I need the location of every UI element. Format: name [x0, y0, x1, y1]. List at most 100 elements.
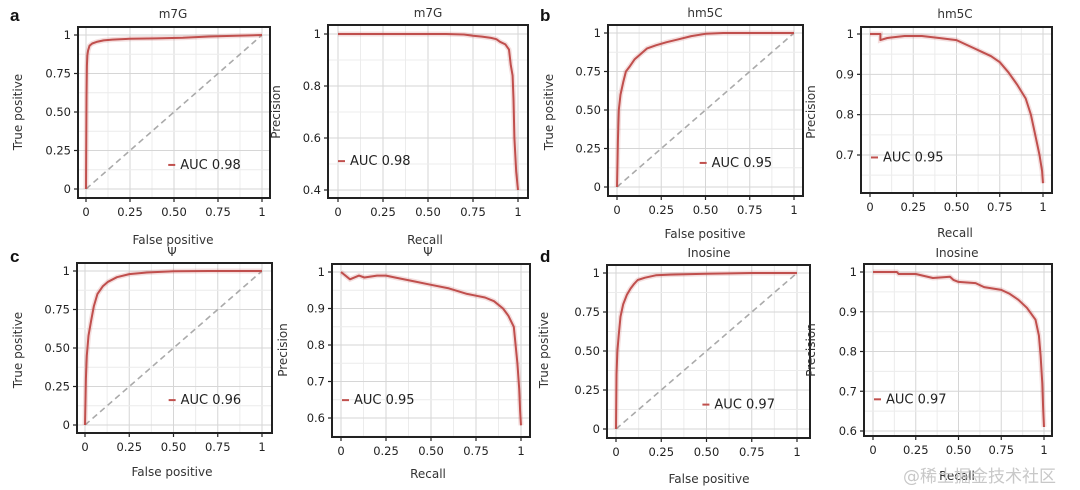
y-axis-label: True positive — [542, 74, 556, 151]
x-axis-label: Recall — [937, 226, 973, 240]
panel-b-roc: 0 0.25 0.50 0.75 1 0 0.25 0.50 0.75 1 hm5C b False p… — [540, 6, 804, 241]
random-baseline-line — [84, 270, 263, 426]
x-tick-label: 0.75 — [988, 443, 1014, 457]
curve-band — [83, 32, 263, 190]
y-tick-label: 0.50 — [574, 344, 600, 358]
legend: AUC 0.95 — [342, 393, 415, 408]
x-tick-label: 0.25 — [373, 444, 399, 458]
panels: 0 0.25 0.50 0.75 1 0 0.25 0.50 0.75 1 m7G a False po… — [10, 6, 1053, 486]
x-tick-label: 0.25 — [903, 443, 929, 457]
y-tick-label: 0.7 — [307, 375, 325, 389]
random-baseline-line — [85, 34, 263, 190]
y-tick-label: 0.7 — [836, 148, 854, 162]
y-axis-label: Precision — [804, 85, 818, 139]
legend: AUC 0.95 — [699, 156, 773, 171]
y-tick-label: 0.75 — [575, 65, 601, 79]
y-tick-label: 1 — [64, 28, 71, 42]
y-tick-label: 0.25 — [575, 142, 601, 156]
curve-line — [85, 34, 263, 190]
x-tick-label: 0.50 — [694, 445, 720, 459]
x-axis-label: False positive — [132, 233, 213, 247]
y-axis-label: Precision — [276, 323, 290, 377]
x-tick-label: 0.25 — [900, 200, 926, 214]
y-tick-label: 0.8 — [836, 108, 854, 122]
y-tick-label: 0.50 — [575, 103, 601, 117]
x-tick-label: 0 — [866, 200, 873, 214]
x-tick-label: 0.75 — [205, 440, 231, 454]
grid — [78, 27, 270, 198]
panel-title: Inosine — [687, 246, 730, 260]
panel-title: hm5C — [937, 7, 972, 21]
x-tick-label: 1 — [258, 440, 265, 454]
curve-line — [338, 33, 519, 191]
panel-c-roc: 0 0.25 0.50 0.75 1 0 0.25 0.50 0.75 1 Ψc False posi… — [10, 245, 273, 479]
legend-label: AUC 0.97 — [886, 392, 947, 407]
x-tick-label: 0.25 — [370, 205, 396, 219]
x-axis-label: Recall — [407, 233, 443, 247]
y-tick-label: 1 — [318, 265, 325, 279]
curve-line — [340, 271, 522, 426]
curve-line — [870, 33, 1044, 184]
x-tick-label: 0.50 — [946, 443, 972, 457]
x-tick-label: 0.75 — [739, 445, 765, 459]
y-tick-label: 0.9 — [836, 67, 854, 81]
y-tick-label: 0.7 — [839, 384, 857, 398]
y-tick-label: 0.25 — [44, 380, 70, 394]
legend: AUC 0.98 — [168, 158, 241, 173]
y-tick-label: 0.6 — [307, 411, 325, 425]
y-axis-label: Precision — [269, 85, 283, 139]
panel-letter: d — [540, 247, 550, 266]
panel-letter: c — [10, 247, 19, 266]
y-tick-label: 0 — [64, 182, 71, 196]
y-axis-label: True positive — [11, 312, 25, 389]
y-tick-label: 1 — [314, 27, 321, 41]
legend-label: AUC 0.98 — [350, 154, 411, 169]
legend-label: AUC 0.98 — [180, 158, 241, 173]
curve-band — [339, 270, 524, 426]
x-tick-label: 0.25 — [648, 445, 674, 459]
x-tick-label: 0.75 — [460, 205, 486, 219]
x-tick-label: 0.75 — [205, 205, 231, 219]
panel-d-pr: 0 0.25 0.50 0.75 1 0.6 0.7 0.8 0.9 1 Inosine Recall… — [804, 246, 1053, 483]
y-tick-label: 1 — [847, 27, 854, 41]
y-tick-label: 0.9 — [307, 302, 325, 316]
y-tick-label: 0.8 — [303, 79, 321, 93]
x-tick-label: 0.25 — [117, 205, 143, 219]
x-tick-label: 1 — [1039, 200, 1046, 214]
curve-line — [873, 271, 1045, 428]
y-tick-label: 0.25 — [574, 383, 600, 397]
panel-letter: b — [540, 6, 550, 25]
panel-title: Inosine — [935, 246, 978, 260]
y-axis-label: True positive — [11, 74, 25, 151]
panel-title: m7G — [159, 7, 188, 21]
x-tick-label: 0.50 — [418, 444, 444, 458]
y-tick-label: 0.75 — [574, 305, 600, 319]
x-tick-label: 1 — [790, 203, 797, 217]
x-tick-label: 0 — [81, 440, 88, 454]
y-axis-label: True positive — [537, 312, 551, 389]
y-axis-label: Precision — [804, 323, 818, 377]
legend-label: AUC 0.96 — [181, 393, 242, 408]
x-tick-label: 0.25 — [648, 203, 674, 217]
x-tick-label: 0 — [612, 445, 619, 459]
legend-label: AUC 0.97 — [714, 398, 775, 413]
y-tick-label: 0 — [63, 418, 70, 432]
curve-band — [338, 31, 521, 191]
legend: AUC 0.97 — [874, 392, 947, 407]
y-tick-label: 1 — [850, 265, 857, 279]
x-tick-label: 0 — [334, 205, 341, 219]
x-tick-label: 0 — [869, 443, 876, 457]
legend: AUC 0.97 — [702, 398, 775, 413]
legend: AUC 0.96 — [168, 393, 242, 408]
x-tick-label: 0.75 — [463, 444, 489, 458]
y-tick-label: 0.75 — [44, 303, 70, 317]
legend-label: AUC 0.95 — [354, 393, 415, 408]
grid — [332, 264, 530, 437]
x-tick-label: 0.50 — [693, 203, 719, 217]
x-tick-label: 0.50 — [944, 200, 970, 214]
x-tick-label: 1 — [517, 444, 524, 458]
legend-label: AUC 0.95 — [712, 156, 773, 171]
x-tick-label: 1 — [793, 445, 800, 459]
x-tick-label: 1 — [1040, 443, 1047, 457]
